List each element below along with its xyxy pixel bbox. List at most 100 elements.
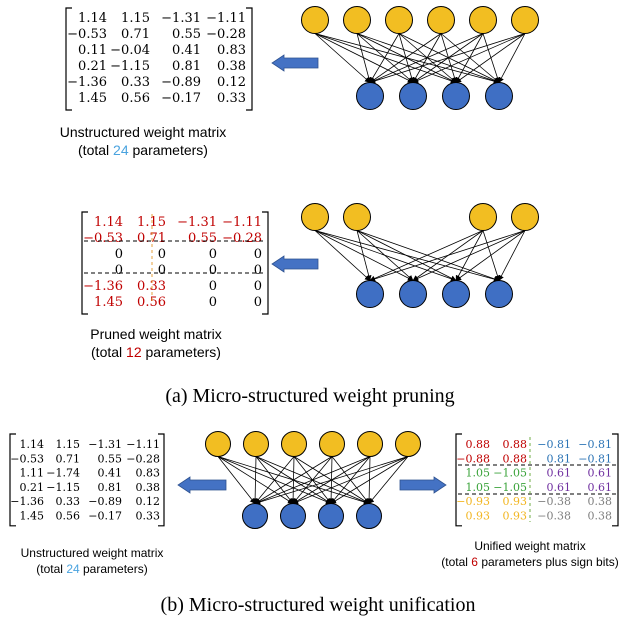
- panel-b: 1.14 1.15 −1.31 −1.11 −0.53 0.71 0.55 −0.28 1.11…: [9, 431, 619, 576]
- matrix-b1-bracket-right: [158, 433, 165, 527]
- caption-b1-line2: (total 24 parameters): [36, 562, 147, 576]
- total-count-b1: 24: [66, 562, 80, 576]
- matrix-a1-cell: −1.15: [110, 59, 150, 74]
- matrix-a2-bracket-left: [81, 211, 88, 315]
- matrix-a2-cell: 0: [209, 247, 217, 262]
- network-a1-edge: [369, 33, 526, 84]
- network-a1-edge: [314, 33, 371, 83]
- network-b-input-node: [357, 431, 383, 457]
- matrix-a2: 1.141.15−1.31−1.11−0.530.710.55−0.280000…: [81, 211, 269, 315]
- network-b-input-node: [281, 431, 307, 457]
- matrix-a2-cell: 0.56: [137, 295, 166, 310]
- matrix-b2-cell: 0.88: [503, 452, 528, 465]
- panel-a-pruned: 1.141.15−1.31−1.11−0.530.710.55−0.280000…: [81, 203, 539, 360]
- matrix-b2-cell: 0.81: [547, 452, 572, 465]
- matrix-b1-cell: 1.11: [20, 467, 45, 480]
- network-a2-edge: [369, 230, 484, 282]
- network-a1: [301, 6, 539, 110]
- matrix-a2-cell: 0: [209, 263, 217, 278]
- network-a2-output-node: [399, 280, 427, 308]
- matrix-b1-cell: −0.89: [88, 495, 122, 508]
- matrix-a2-bracket-right: [262, 211, 269, 315]
- caption-b1-line1: Unstructured weight matrix: [21, 546, 164, 560]
- matrix-a1-cell: 0.83: [217, 43, 246, 58]
- matrix-b1-cell: 0.33: [136, 510, 161, 523]
- matrix-b1-cell: −0.53: [10, 452, 44, 465]
- network-a2-edge: [455, 230, 526, 281]
- caption-b2-line2: (total 6 parameters plus sign bits): [441, 555, 618, 569]
- network-a1-edge: [398, 33, 500, 83]
- matrix-a1-cell: −1.36: [67, 75, 107, 90]
- network-a1-edge: [369, 33, 442, 83]
- matrix-a1: 1.14 1.15 −1.31 −1.11 −0.53 0.71 0.55 −0.28 0.11…: [65, 7, 253, 111]
- matrix-a2-cell: 0: [158, 263, 166, 278]
- network-a2-edge: [412, 230, 526, 282]
- right-arrow-b: [399, 476, 447, 494]
- matrix-b2-cell: −0.81: [537, 438, 571, 451]
- network-a1-input-node: [511, 6, 539, 34]
- matrix-b2: 0.88 0.88 −0.81 −0.81−0.88 0.88 0.81 −0.811.05…: [455, 433, 619, 527]
- network-a2-edge: [369, 230, 526, 282]
- matrix-a1-cell: −0.04: [110, 43, 150, 58]
- network-a1-edge: [356, 33, 414, 83]
- matrix-b1-cell: 0.56: [56, 510, 81, 523]
- matrix-a2-cell: 0: [115, 247, 123, 262]
- matrix-a2-cell: −1.11: [222, 215, 262, 230]
- matrix-b1-cell: 1.14: [20, 438, 45, 451]
- network-a2-output-node: [485, 280, 513, 308]
- matrix-b2-cell: −0.81: [578, 438, 612, 451]
- matrix-a2-cell: 0: [115, 263, 123, 278]
- network-a1-output-node: [356, 82, 384, 110]
- matrix-a2-cell: 0: [158, 247, 166, 262]
- matrix-b2-cell: 0.93: [503, 510, 528, 523]
- network-a2-output-node: [442, 280, 470, 308]
- network-a2-input-node: [511, 203, 539, 231]
- network-a2-edge: [356, 230, 414, 281]
- network-a1-edge: [356, 33, 372, 84]
- network-a1-edge: [412, 33, 526, 84]
- network-b-input-node: [243, 431, 269, 457]
- matrix-b2-cell: 0.61: [588, 467, 613, 480]
- panel-b-label: (b) Micro-structured weight unification: [161, 594, 476, 616]
- matrix-b2-cell: 0.88: [503, 438, 528, 451]
- matrix-a1-bracket-left: [65, 7, 72, 111]
- matrix-b2-cell: −1.05: [493, 467, 527, 480]
- network-a2-output-node: [356, 280, 384, 308]
- network-b-output-node: [318, 503, 344, 529]
- matrix-b1-cell: 0.38: [136, 481, 161, 494]
- network-a1-edge: [314, 33, 414, 83]
- network-a1-output-node: [442, 82, 470, 110]
- matrix-b1-cell: 0.81: [98, 481, 123, 494]
- network-a2-edge: [356, 230, 500, 282]
- total-count-b2: 6: [471, 555, 478, 569]
- network-a1-edge: [440, 33, 500, 83]
- network-b-input-node: [319, 431, 345, 457]
- matrix-b2-cell: 0.93: [503, 495, 528, 508]
- network-a2-edge: [356, 230, 372, 282]
- network-b-edge: [292, 456, 409, 505]
- matrix-b1-cell: −1.31: [88, 438, 122, 451]
- network-a1-input-node: [343, 6, 371, 34]
- network-b-edge: [330, 456, 409, 504]
- network-b-input-node: [395, 431, 421, 457]
- network-b-input-node: [205, 431, 231, 457]
- panel-a-unstructured: 1.14 1.15 −1.31 −1.11 −0.53 0.71 0.55 −0.28 0.11…: [60, 6, 539, 158]
- caption-a1-line2: (total 24 parameters): [78, 142, 208, 158]
- network-b-output-node: [356, 503, 382, 529]
- network-a1-input-node: [469, 6, 497, 34]
- matrix-a1-cell: 0.56: [121, 91, 150, 106]
- matrix-a2-cell: −0.28: [222, 231, 262, 246]
- matrix-a1-cell: −1.31: [161, 11, 201, 26]
- matrix-a1-cell: 0.12: [217, 75, 246, 90]
- matrix-b2-cell: −0.88: [456, 452, 490, 465]
- matrix-b1-cell: −1.36: [10, 495, 44, 508]
- matrix-a1-cell: 0.11: [78, 43, 107, 58]
- caption-a1-line1: Unstructured weight matrix: [60, 124, 227, 140]
- matrix-b2-cell: −0.38: [537, 495, 571, 508]
- matrix-a1-cell: 1.45: [78, 91, 107, 106]
- matrix-b1-cell: −0.17: [88, 510, 122, 523]
- matrix-b1: 1.14 1.15 −1.31 −1.11 −0.53 0.71 0.55 −0.28 1.11…: [9, 433, 165, 527]
- matrix-a1-cell: 0.41: [172, 43, 201, 58]
- network-b-edge: [368, 456, 409, 504]
